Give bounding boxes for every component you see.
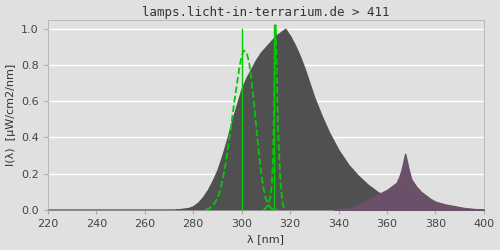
Title: lamps.licht-in-terrarium.de > 411: lamps.licht-in-terrarium.de > 411 (142, 6, 390, 18)
Y-axis label: I(λ)  [μW/cm2/nm]: I(λ) [μW/cm2/nm] (6, 64, 16, 166)
X-axis label: λ [nm]: λ [nm] (248, 234, 284, 244)
